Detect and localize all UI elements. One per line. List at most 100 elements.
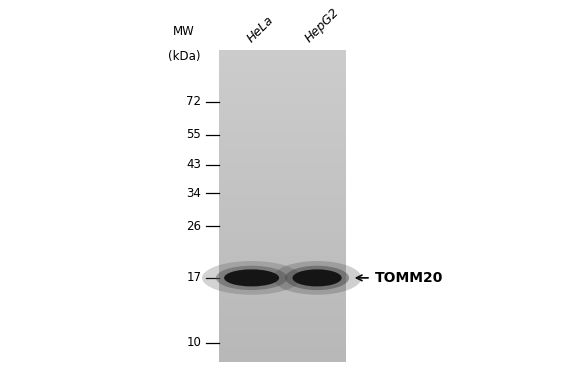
Bar [219,269,346,272]
Bar [219,181,346,184]
Bar [219,266,346,269]
Bar [219,132,346,135]
Bar [219,85,346,88]
Bar [219,103,346,106]
Bar [219,353,346,356]
Bar [219,153,346,156]
Bar [219,94,346,97]
Bar [219,169,346,172]
Bar [219,228,346,231]
Bar [219,341,346,344]
Bar [219,150,346,153]
Bar [219,50,346,53]
Text: 72: 72 [186,95,201,108]
Bar [219,187,346,191]
Bar [219,237,346,241]
Text: 10: 10 [186,336,201,349]
Bar [219,244,346,247]
Bar [219,72,346,75]
Bar [219,322,346,325]
Ellipse shape [285,266,349,290]
Bar [219,184,346,187]
Bar [219,69,346,72]
Text: 17: 17 [186,271,201,284]
Bar [219,241,346,244]
Bar [219,328,346,331]
Bar [219,278,346,281]
Bar [219,91,346,94]
Bar [219,116,346,119]
Text: 43: 43 [186,158,201,171]
Bar [219,306,346,309]
Bar [219,53,346,56]
Text: (kDa): (kDa) [168,50,200,63]
Text: MW: MW [173,25,195,38]
Bar [219,291,346,294]
Bar [219,160,346,163]
Bar [219,200,346,203]
Bar [219,191,346,194]
Bar [219,56,346,60]
Bar [219,334,346,338]
Ellipse shape [292,270,342,287]
Bar [219,197,346,200]
Bar [219,194,346,197]
Ellipse shape [273,261,361,295]
Bar [219,138,346,141]
Text: 34: 34 [186,187,201,200]
Bar [219,212,346,216]
Bar [219,284,346,288]
Bar [219,275,346,278]
Bar [219,147,346,150]
Bar [219,122,346,125]
Bar [219,316,346,319]
Text: HeLa: HeLa [244,13,276,45]
Bar [219,225,346,228]
Bar [219,350,346,353]
Bar [219,209,346,212]
Bar [219,219,346,222]
Bar [219,347,346,350]
Text: TOMM20: TOMM20 [375,271,443,285]
Ellipse shape [202,261,301,295]
Bar [219,309,346,313]
Bar [219,356,346,359]
Bar [219,97,346,100]
Bar [219,253,346,256]
Bar [219,88,346,91]
Bar [219,331,346,334]
Bar [219,178,346,181]
Bar [219,113,346,116]
Bar [219,135,346,138]
Bar [219,262,346,266]
Bar [219,175,346,178]
Bar [219,128,346,132]
Ellipse shape [224,270,279,287]
Text: 26: 26 [186,220,201,232]
Bar [219,359,346,363]
Bar [219,106,346,110]
Ellipse shape [216,266,288,290]
Bar [219,234,346,237]
Bar [219,344,346,347]
Bar [219,163,346,166]
Bar [219,60,346,63]
Bar [219,325,346,328]
Bar [219,203,346,206]
Bar [219,172,346,175]
Bar [219,288,346,291]
Bar [219,319,346,322]
Bar [219,125,346,128]
Bar [219,206,346,209]
Bar [219,259,346,262]
Bar [219,66,346,69]
Bar [219,166,346,169]
Bar [219,119,346,122]
Bar [219,144,346,147]
Bar [219,272,346,275]
Bar [219,247,346,250]
Bar [219,231,346,234]
Bar [219,256,346,259]
Bar [219,216,346,219]
Text: HepG2: HepG2 [302,6,342,45]
